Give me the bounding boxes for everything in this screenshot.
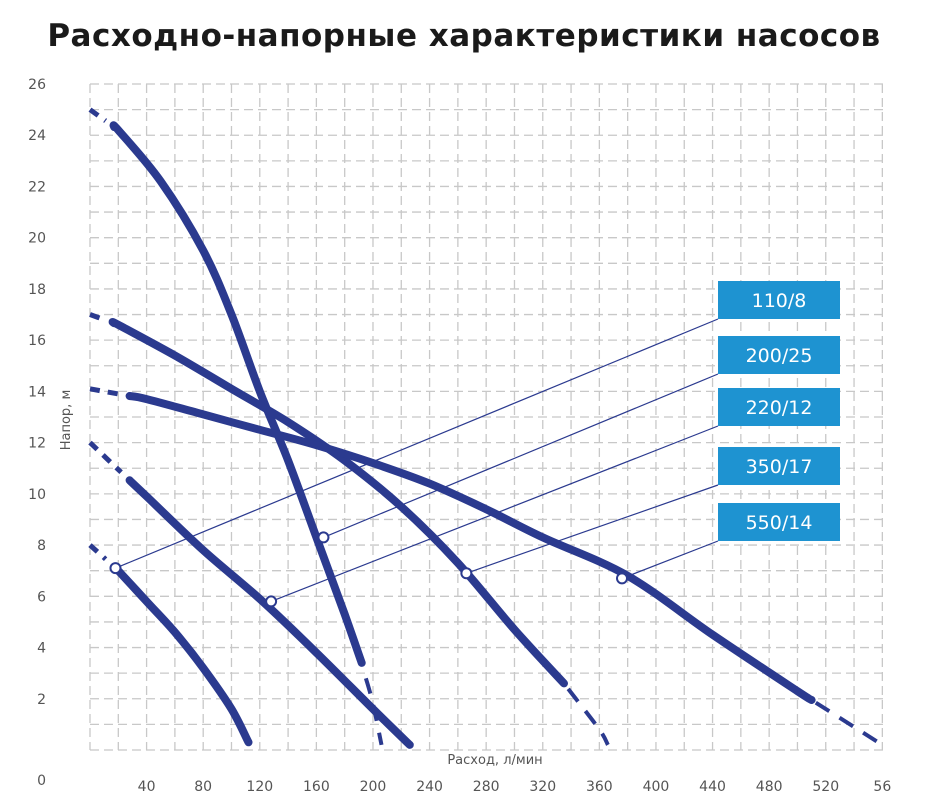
curve-marker [109,562,122,575]
x-tick-label: 56 [873,779,891,795]
y-tick-label: 2 [37,692,46,708]
y-tick-label: 8 [37,538,46,554]
curve-marker [460,567,473,580]
y-tick-label: 0 [37,773,46,789]
curve-200-25 [109,121,366,667]
legend-badge [718,388,840,426]
legend-badge [718,503,840,541]
y-tick-label: 20 [28,231,46,247]
curve-dashed-start [88,543,108,562]
curve-marker [317,531,330,544]
curve-110-8 [110,562,253,747]
legend-badge-label: 110/8 [752,290,807,312]
y-tick-label: 16 [28,333,46,349]
y-axis-label: Напор, м [59,390,74,451]
curve-dashed-start [88,107,108,123]
y-tick-label: 6 [37,589,46,605]
x-tick-label: 40 [138,779,156,795]
x-tick-label: 320 [529,779,556,795]
legend-badge-label: 550/14 [746,512,813,534]
legend-badge [718,447,840,485]
legend-badge [718,336,840,374]
markers [109,531,628,608]
curve-550-14 [125,392,816,704]
curve-marker [265,595,278,608]
leader-line [115,318,719,569]
curve-350-17 [108,317,568,688]
x-tick-label: 200 [360,779,387,795]
curve-dashed-start [88,440,123,475]
curve-220-12 [125,476,414,749]
legend-badge-label: 350/17 [746,456,813,478]
x-tick-label: 360 [586,779,613,795]
curve-dashed-end [566,687,610,746]
y-tick-label: 12 [28,436,46,452]
y-tick-label: 4 [37,641,46,657]
y-tick-label: 14 [28,384,46,400]
x-tick-label: 120 [246,779,273,795]
leader-lines [115,318,719,602]
curve-marker [616,572,628,585]
curves [88,107,884,749]
leader-line [466,484,719,574]
curve-dashed-end [814,701,884,747]
y-tick-label: 22 [28,179,46,195]
chart-title: Расходно-напорные характеристики насосов [47,18,881,54]
x-axis-label: Расход, л/мин [447,753,542,768]
leader-line [621,540,719,579]
y-tick-label: 10 [28,487,46,503]
y-tick-label: 24 [28,128,46,144]
legend-badges: 110/8 200/25 220/12 350/17 550/14 [718,281,840,541]
x-tick-label: 80 [194,779,212,795]
y-tick-label: 26 [28,77,46,93]
legend-badge-label: 200/25 [746,345,813,367]
x-tick-label: 240 [416,779,443,795]
curve-dashed-end [363,677,384,746]
leader-line [323,373,719,538]
x-tick-label: 400 [643,779,670,795]
legend-badge [718,281,840,319]
x-tick-label: 520 [812,779,839,795]
x-tick-label: 280 [473,779,500,795]
x-tick-label: 480 [756,779,783,795]
curve-dashed-start [89,312,107,323]
legend-badge-label: 220/12 [746,397,813,419]
x-tick-label: 160 [303,779,330,795]
curve-dashed-start [89,386,122,397]
y-tick-label: 18 [28,282,46,298]
tick-labels: 40 80 120 160 200 240 280 320 360 400 440 480 520 562… [28,77,891,795]
x-tick-label: 440 [699,779,726,795]
